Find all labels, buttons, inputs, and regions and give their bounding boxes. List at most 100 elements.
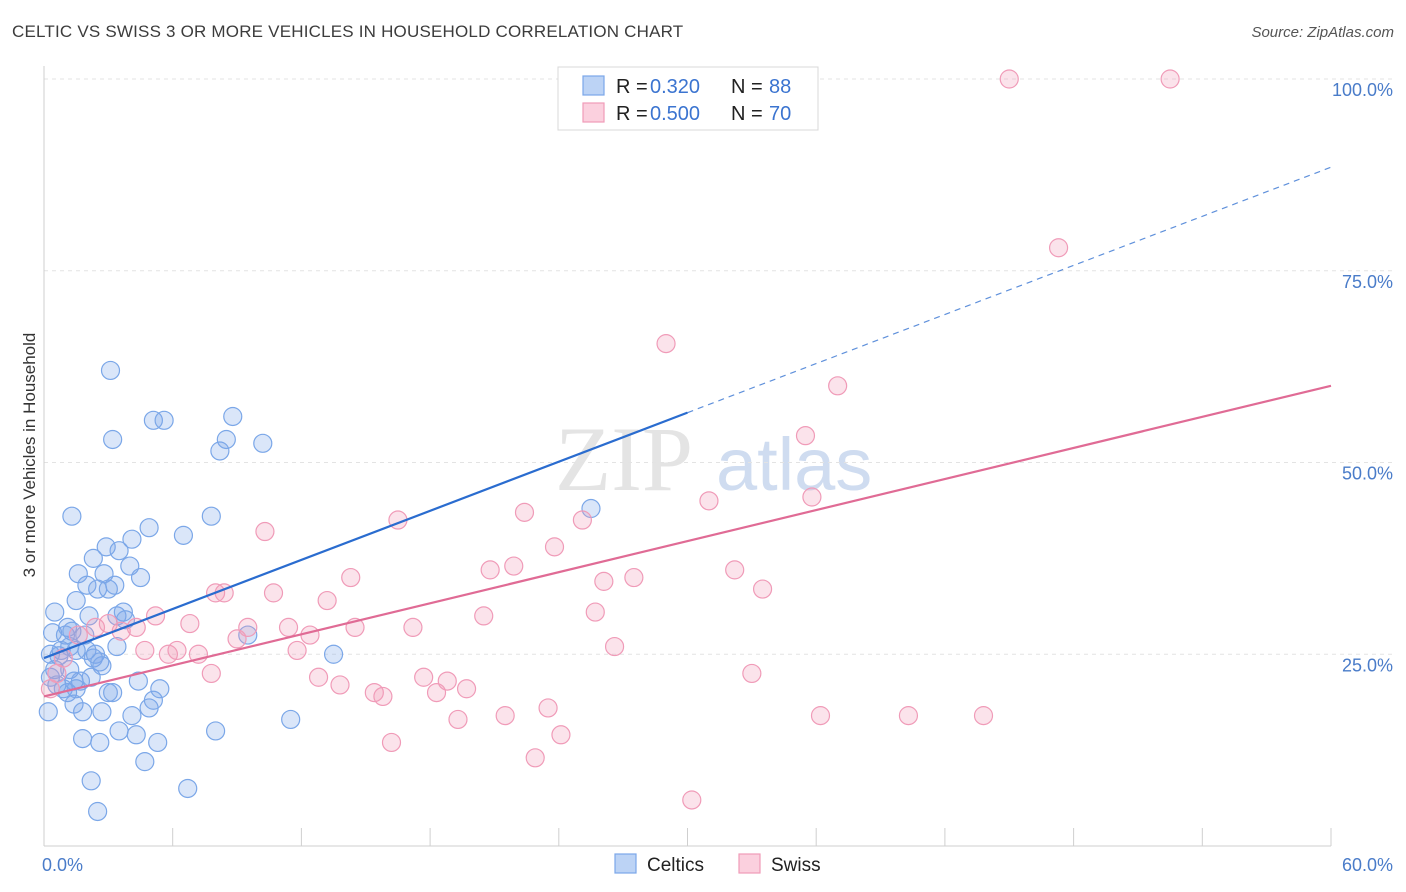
swiss-point bbox=[85, 617, 106, 638]
celtics-point bbox=[73, 729, 93, 749]
source-label: Source: ZipAtlas.com bbox=[1251, 24, 1394, 41]
bottom-legend-label-celtics: Celtics bbox=[647, 855, 704, 876]
swiss-point bbox=[456, 679, 477, 699]
celtics-point bbox=[128, 671, 148, 691]
celtics-point bbox=[122, 706, 142, 726]
swiss-point bbox=[544, 537, 565, 557]
celtics-point bbox=[122, 529, 142, 549]
swiss-point bbox=[525, 748, 545, 768]
swiss-point bbox=[699, 491, 719, 511]
celtics-point bbox=[154, 410, 174, 430]
watermark-atlas: atlas bbox=[716, 423, 872, 506]
y-tick-label: 100.0% bbox=[1332, 80, 1393, 100]
celtics-point bbox=[323, 644, 344, 664]
celtics-point bbox=[90, 732, 110, 753]
swiss-point bbox=[238, 617, 258, 638]
swiss-point bbox=[514, 502, 535, 522]
y-tick-label: 50.0% bbox=[1342, 464, 1393, 484]
swiss-point bbox=[504, 556, 524, 576]
swiss-point bbox=[414, 667, 434, 687]
swiss-point bbox=[572, 510, 592, 530]
swiss-point bbox=[802, 487, 822, 507]
swiss-point bbox=[373, 686, 393, 707]
celtics-point bbox=[62, 506, 82, 526]
legend-r-value-celtics: 0.320 bbox=[650, 76, 700, 98]
celtics-point bbox=[216, 429, 236, 450]
celtics-point bbox=[92, 656, 112, 676]
y-tick-labels: 25.0% 50.0% 75.0% 100.0% bbox=[1332, 80, 1393, 675]
celtics-point bbox=[173, 525, 194, 545]
swiss-point bbox=[278, 617, 299, 638]
swiss-point bbox=[317, 590, 337, 611]
legend-n-label-celtics: N = bbox=[731, 76, 763, 98]
swiss-point bbox=[742, 663, 762, 684]
swiss-point bbox=[898, 706, 919, 726]
swiss-point bbox=[999, 69, 1019, 89]
swiss-point bbox=[474, 606, 494, 626]
legend-n-value-celtics: 88 bbox=[769, 76, 791, 98]
celtics-point bbox=[83, 548, 103, 568]
bottom-legend-swatch-swiss bbox=[738, 853, 761, 874]
y-tick-label: 25.0% bbox=[1342, 655, 1393, 675]
swiss-point bbox=[341, 567, 361, 588]
swiss-point bbox=[624, 567, 644, 588]
celtics-point bbox=[77, 575, 97, 595]
celtics-point bbox=[98, 682, 118, 703]
celtics-point bbox=[210, 441, 230, 461]
swiss-point bbox=[538, 698, 558, 718]
gridlines bbox=[44, 78, 1392, 655]
celtics-point bbox=[113, 602, 133, 622]
celtics-point bbox=[206, 721, 226, 741]
swiss-trendline bbox=[43, 384, 1332, 698]
swiss-point bbox=[135, 640, 155, 661]
swiss-point bbox=[828, 376, 848, 396]
celtics-trendline bbox=[43, 411, 688, 660]
bottom-legend: Celtics Swiss bbox=[614, 853, 821, 876]
celtics-point bbox=[103, 682, 123, 703]
swiss-point bbox=[585, 602, 605, 622]
celtics-point bbox=[105, 575, 125, 595]
trendlines bbox=[43, 166, 1332, 698]
celtics-point bbox=[45, 602, 65, 622]
swiss-point bbox=[480, 560, 500, 580]
x-tick-label: 60.0% bbox=[1342, 855, 1393, 875]
swiss-point bbox=[795, 426, 816, 446]
swiss-point bbox=[330, 675, 350, 695]
y-tick-label: 75.0% bbox=[1342, 272, 1393, 292]
legend-n-value-swiss: 70 bbox=[769, 103, 791, 125]
celtics-point bbox=[143, 690, 163, 710]
swiss-point bbox=[656, 334, 676, 354]
celtics-point bbox=[75, 625, 95, 645]
legend-swatch-celtics bbox=[582, 75, 605, 96]
legend-r-value-swiss: 0.500 bbox=[650, 103, 700, 125]
legend-swatch-swiss bbox=[582, 102, 605, 123]
legend-r-label-celtics: R = bbox=[616, 76, 648, 98]
top-legend: R = 0.320 N = 88 R = 0.500 N = 70 bbox=[557, 66, 819, 131]
celtics-point bbox=[223, 406, 243, 427]
bottom-legend-swatch-celtics bbox=[614, 853, 637, 874]
celtics-point bbox=[107, 636, 127, 657]
swiss-point bbox=[448, 709, 468, 730]
swiss-point bbox=[300, 625, 320, 645]
axes bbox=[43, 66, 1332, 847]
celtics-point bbox=[79, 606, 99, 626]
watermark-zip: ZIP bbox=[555, 408, 693, 510]
celtics-point bbox=[148, 732, 168, 753]
celtics-point bbox=[201, 506, 221, 526]
swiss-point bbox=[1048, 238, 1069, 258]
swiss-point bbox=[604, 636, 625, 657]
y-axis-label: 3 or more Vehicles in Household bbox=[20, 333, 39, 578]
swiss-point bbox=[308, 667, 329, 687]
swiss-point bbox=[180, 613, 200, 634]
x-tick-labels: 0.0% 60.0% bbox=[42, 855, 1393, 875]
celtics-point bbox=[66, 590, 86, 611]
swiss-point bbox=[68, 625, 88, 645]
celtics-point bbox=[126, 725, 146, 745]
swiss-point bbox=[973, 706, 994, 726]
celtics-point bbox=[281, 709, 301, 730]
celtics-point bbox=[135, 752, 155, 772]
swiss-point bbox=[287, 640, 307, 661]
swiss-point bbox=[551, 725, 571, 745]
celtics-trendline-extension bbox=[687, 166, 1332, 414]
legend-r-label-swiss: R = bbox=[616, 103, 648, 125]
